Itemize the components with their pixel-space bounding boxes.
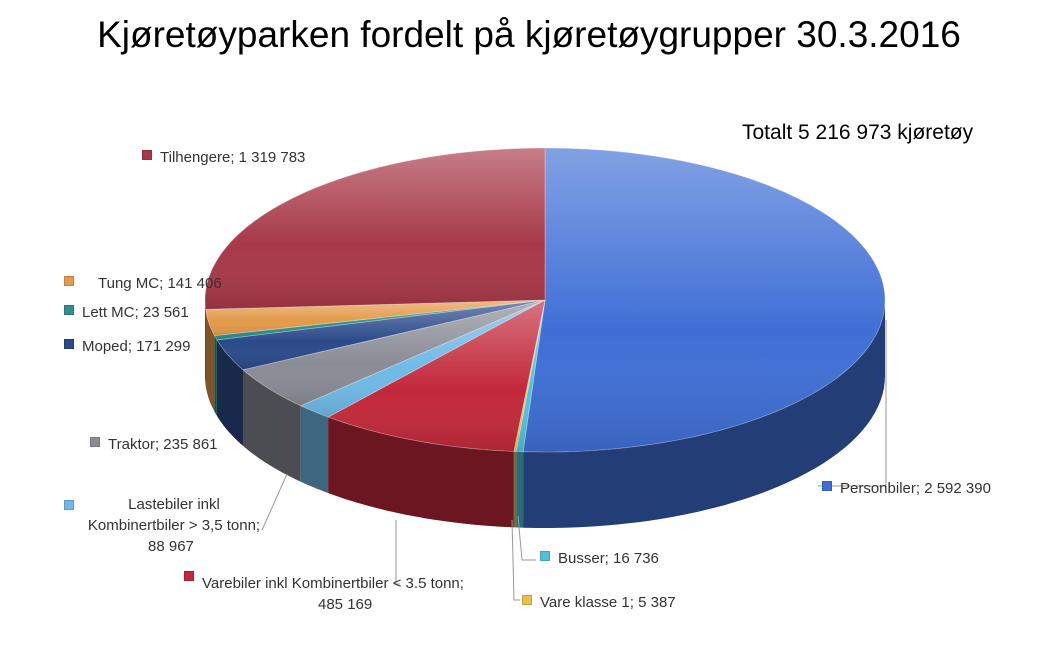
pie-side-moped bbox=[216, 339, 243, 446]
label-varebiler-line2: 485 169 bbox=[318, 596, 373, 613]
legend-key-varebiler bbox=[184, 571, 194, 581]
leader-lines bbox=[261, 320, 887, 601]
label-moped-text: Moped; 171 299 bbox=[82, 338, 191, 355]
pie-side-busser bbox=[516, 451, 524, 528]
leader-line bbox=[511, 519, 520, 601]
leader-line bbox=[261, 473, 288, 531]
leader-line bbox=[818, 320, 887, 487]
label-tung-mc: Tung MC; 141 406 bbox=[64, 273, 222, 294]
pie-side-vare-klasse-1 bbox=[513, 451, 517, 528]
label-tilhengere-text: Tilhengere; 1 319 783 bbox=[160, 149, 306, 166]
label-traktor-text: Traktor; 235 861 bbox=[108, 436, 218, 453]
label-traktor: Traktor; 235 861 bbox=[90, 434, 218, 455]
label-lett-mc: Lett MC; 23 561 bbox=[64, 302, 189, 323]
pie-side-lett-mc bbox=[214, 335, 217, 416]
label-tilhengere: Tilhengere; 1 319 783 bbox=[142, 147, 305, 168]
pie-slices bbox=[204, 147, 886, 453]
label-busser-text: Busser; 16 736 bbox=[558, 550, 659, 567]
pie-side-tilhengere bbox=[205, 300, 206, 386]
label-lastebiler-line3: 88 967 bbox=[148, 538, 194, 555]
pie-slice-personbiler bbox=[522, 147, 886, 453]
leader-line bbox=[395, 520, 400, 585]
legend-key-busser bbox=[540, 551, 550, 561]
pie-slice-traktor bbox=[242, 299, 546, 407]
legend-key-tung-mc bbox=[64, 276, 74, 286]
pie-side-varebiler-inkl-kombinertbiler-3-5-tonn bbox=[328, 417, 514, 528]
legend-key-lett-mc bbox=[64, 305, 74, 315]
pie-side-tung-mc bbox=[205, 309, 215, 412]
label-lastebiler: Lastebiler inkl Kombinertbiler > 3,5 ton… bbox=[64, 494, 284, 557]
pie-slice-tilhengere bbox=[204, 147, 546, 310]
pie-side-personbiler bbox=[523, 300, 885, 528]
chart-title: Kjøretøyparken fordelt på kjøretøygruppe… bbox=[97, 14, 961, 55]
legend-key-personbiler bbox=[822, 481, 832, 491]
label-busser: Busser; 16 736 bbox=[540, 548, 659, 569]
label-varebiler-line1: Varebiler inkl Kombinertbiler < 3.5 tonn… bbox=[202, 575, 464, 592]
pie-sides bbox=[205, 300, 885, 528]
leader-line bbox=[517, 515, 536, 561]
label-vare-klasse-1: Vare klasse 1; 5 387 bbox=[522, 592, 676, 613]
label-personbiler-text: Personbiler; 2 592 390 bbox=[840, 480, 991, 497]
label-vare-klasse-1-text: Vare klasse 1; 5 387 bbox=[540, 594, 676, 611]
label-lett-mc-text: Lett MC; 23 561 bbox=[82, 304, 189, 321]
pie-side-traktor bbox=[243, 369, 301, 482]
pie-side-lastebiler-inkl-kombinertbiler-3-5-tonn bbox=[300, 405, 329, 494]
legend-key-lastebiler bbox=[64, 500, 74, 510]
label-tung-mc-text: Tung MC; 141 406 bbox=[98, 275, 222, 292]
legend-key-moped bbox=[64, 339, 74, 349]
pie-slice-tung-mc bbox=[205, 299, 546, 337]
label-personbiler: Personbiler; 2 592 390 bbox=[822, 478, 991, 499]
legend-key-tilhengere bbox=[142, 150, 152, 160]
label-lastebiler-line1: Lastebiler inkl bbox=[128, 496, 220, 513]
label-lastebiler-line2: Kombinertbiler > 3,5 tonn; bbox=[87, 517, 261, 534]
total-annotation: Totalt 5 216 973 kjøretøy bbox=[742, 121, 974, 144]
label-varebiler: Varebiler inkl Kombinertbiler < 3.5 tonn… bbox=[184, 571, 464, 615]
pie-slice-varebiler-inkl-kombinertbiler-3-5-tonn bbox=[327, 299, 546, 452]
legend-key-vare-klasse-1 bbox=[522, 595, 532, 605]
legend-key-traktor bbox=[90, 437, 100, 447]
label-moped: Moped; 171 299 bbox=[64, 336, 190, 357]
pie-slice-moped bbox=[216, 299, 546, 371]
